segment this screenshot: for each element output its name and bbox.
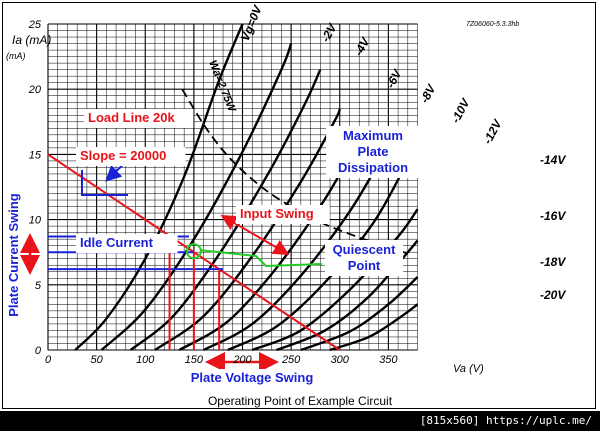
quiescent-pointer (200, 249, 323, 268)
x-tick-label: 350 (379, 354, 398, 366)
curve-6V-3 (154, 108, 341, 351)
load-line-label: Load Line 20k (84, 109, 194, 128)
y-axis-unit: (mA) (6, 51, 26, 61)
texts: 0 50 100 150 200 250 300 350 0 5 10 15 20 25 Ia (mA) (m… (6, 3, 566, 388)
quiescent-label-bg (324, 240, 404, 276)
y-axis-label: Ia (mA) (12, 33, 51, 47)
x-axis-label: Va (V) (453, 363, 484, 375)
curve-18V-9 (300, 276, 419, 352)
y-tick-label: 15 (29, 149, 42, 161)
idle-current-label-line-0: Idle Current (80, 235, 154, 250)
x-tick-label: 200 (232, 354, 252, 366)
watermark-bar: [815x560] https://uplc.me/ (0, 411, 600, 431)
plate-characteristics-chart: 0 50 100 150 200 250 300 350 0 5 10 15 20 25 Ia (mA) (m… (6, 2, 567, 388)
curve-label-5: -10V (448, 96, 473, 126)
grid (47, 23, 418, 351)
x-tick-label: 250 (281, 354, 301, 366)
y-tick-label: 25 (28, 19, 42, 31)
curve-Vg0V-0 (74, 23, 244, 351)
curve-12V-6 (227, 160, 409, 352)
y-tick-label: 0 (35, 345, 42, 357)
curve-label-9: -18V (540, 255, 566, 269)
plate-voltage-swing-label-bg (173, 369, 331, 388)
curve-label-8: -16V (540, 209, 566, 223)
y-tick-label: 5 (35, 280, 42, 292)
figure-caption: Operating Point of Example Circuit (207, 394, 393, 408)
load-line-label-bg (84, 109, 194, 128)
x-tick-label: 300 (331, 354, 350, 366)
plate-voltage-swing-label-line-0: Plate Voltage Swing (191, 370, 314, 385)
chart-frame (2, 2, 596, 409)
curve-14V-7 (251, 208, 419, 352)
max-dissipation-label-line-0: Maximum (343, 128, 403, 143)
max-dissipation-label-line-2: Dissipation (338, 160, 408, 175)
curve-label-10: -20V (540, 288, 566, 302)
input-swing-arrow (220, 214, 290, 256)
quiescent-label-line-1: Point (348, 258, 381, 273)
slope-label: Slope = 20000 (76, 147, 186, 166)
reference-code: 7Z06060-5.3.3hb (466, 21, 519, 28)
dissipation-label: Wa=2.75W (206, 59, 238, 116)
max-dissipation-curve (181, 88, 409, 255)
plate-current-swing-label: Plate Current Swing (6, 193, 21, 317)
curve-label-7: -14V (540, 153, 566, 167)
input-swing-label-bg (236, 205, 330, 224)
input-swing-label-line-0: Input Swing (240, 206, 314, 221)
x-tick-label: 100 (136, 354, 155, 366)
curve-label-2: -4V (351, 34, 373, 58)
idle-current-label: Idle Current (76, 234, 178, 253)
plate-voltage-swing-label: Plate Voltage Swing (173, 369, 331, 388)
curve-8V-4 (178, 138, 361, 352)
load-line-label-line-0: Load Line 20k (88, 110, 175, 125)
x-tick-label: 50 (91, 354, 104, 366)
idle-current-label-bg (76, 234, 178, 253)
quiescent-label-line-0: Quiescent (333, 242, 397, 257)
input-swing-label: Input Swing (236, 205, 330, 224)
x-tick-label: 150 (185, 354, 204, 366)
curve-label-3: -6V (383, 66, 405, 90)
max-dissipation-label-line-1: Plate (357, 144, 388, 159)
curve-16V-8 (276, 239, 419, 352)
y-tick-label: 20 (28, 84, 42, 96)
max-dissipation-label-bg (326, 126, 420, 178)
y-tick-label: 10 (29, 215, 42, 227)
curve-10V-5 (203, 153, 385, 352)
curve-2V-1 (100, 43, 293, 351)
curve-label-6: -12V (480, 117, 505, 147)
slope-label-bg (76, 147, 186, 166)
x-tick-label: 0 (45, 354, 52, 366)
curve-label-4: -8V (417, 81, 439, 105)
slope-triangle (81, 170, 128, 196)
slope-label-line-0: Slope = 20000 (80, 148, 166, 163)
curve-20V-10 (329, 303, 419, 352)
